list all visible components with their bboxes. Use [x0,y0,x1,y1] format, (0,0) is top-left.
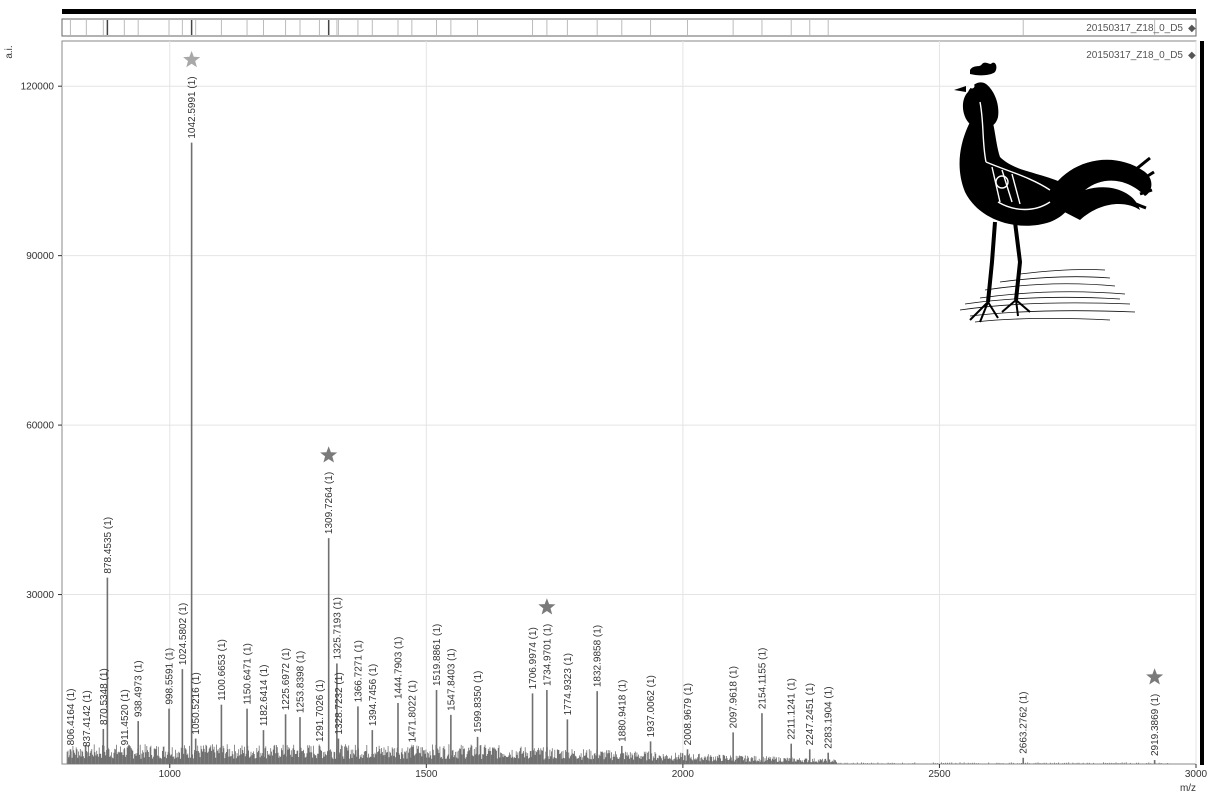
overview-strip: 20150317_Z18_0_D5 ◆ [61,18,1197,37]
x-axis-ticks: 1000 1500 2000 2500 3000 [159,764,1208,780]
peak-label: 2247.2451 (1) [805,683,816,745]
y-tick-label: 60000 [26,421,54,432]
peak-label: 2154.1155 (1) [757,648,768,710]
noise-path [66,744,1170,764]
peak-label: 1444.7903 (1) [393,637,404,699]
peak-label: 1291.7026 (1) [315,680,326,742]
y-tick-label: 30000 [26,590,54,601]
peak-label: 1325.7193 (1) [332,597,343,659]
peak-label: 1706.9974 (1) [528,627,539,689]
peak-label: 2097.9618 (1) [729,666,740,728]
x-tick-label: 2000 [672,769,695,780]
peak-label: 1328.7232 (1) [334,672,345,734]
star-marker-icon [320,446,338,463]
peaks [69,142,1156,764]
x-axis-label: m/z [1180,783,1196,793]
peak-label: 1547.8403 (1) [446,649,457,711]
peak-label: 1394.7456 (1) [368,664,379,726]
overview-sample-label: 20150317_Z18_0_D5 [1086,23,1183,34]
right-frame-bar [1200,41,1204,765]
y-axis-label: a.i. [4,45,15,58]
peak-label: 1832.9858 (1) [593,625,604,687]
y-tick-label: 90000 [26,251,54,262]
peak-label: 911.4520 (1) [120,689,131,745]
peak-label: 998.5591 (1) [165,648,176,705]
y-tick-label: 120000 [21,82,55,93]
overview-ticks [69,20,1156,35]
peak-label: 1182.6414 (1) [259,665,270,727]
peak-label: 2211.1241 (1) [787,678,798,740]
y-axis-ticks: 30000 60000 90000 120000 [21,82,62,601]
peak-label: 2008.9679 (1) [683,683,694,745]
peak-label: 1042.5991 (1) [187,76,198,138]
star-marker-icon [538,598,556,615]
peak-label: 1050.5216 (1) [191,672,202,734]
overview-strip-box [61,18,1197,37]
peak-label: 878.4535 (1) [103,517,114,574]
plot-area [61,40,1197,765]
peak-label: 1100.6653 (1) [217,639,228,701]
peak-label: 1366.7271 (1) [353,640,364,702]
peak-label: 806.4164 (1) [66,689,77,746]
peak-label: 1309.7264 (1) [324,472,335,534]
plot-sample-label: 20150317_Z18_0_D5 [1086,50,1183,61]
peak-label: 837.4142 (1) [82,690,93,747]
ground-hatching-icon [959,269,1136,323]
top-frame-bar [62,9,1196,14]
peak-label: 1599.8350 (1) [473,671,484,733]
peak-label: 1519.8861 (1) [432,624,443,686]
baseline-noise [66,744,1170,764]
rooster-skeleton-icon [979,101,1051,211]
peak-label: 938.4973 (1) [134,660,145,717]
x-tick-label: 1500 [415,769,438,780]
peak-label: 1774.9323 (1) [563,653,574,715]
peak-labels: 806.4164 (1) 837.4142 (1) 870.5348 (1) 878.… [66,76,1161,756]
peak-label: 1150.6471 (1) [243,643,254,705]
rooster-tail-icon [1045,159,1152,220]
rooster-legs-icon [986,221,1023,303]
peak-label: 1734.9701 (1) [542,624,553,686]
x-tick-label: 1000 [159,769,182,780]
x-tick-label: 3000 [1185,769,1208,780]
rooster-illustration [954,62,1155,323]
peak-label: 2283.1904 (1) [824,686,835,748]
plot-sample-marker-icon: ◆ [1188,50,1196,61]
x-tick-label: 2500 [928,769,951,780]
peak-label: 1225.6972 (1) [281,648,292,710]
stars [183,50,1164,685]
overview-sample-marker-icon: ◆ [1188,23,1196,34]
rooster-comb-icon [970,62,997,76]
peak-label: 1880.9418 (1) [617,680,628,742]
peak-label: 2663.2762 (1) [1019,692,1030,754]
grid [62,41,1197,764]
peak-label: 1253.8398 (1) [296,651,307,713]
peak-label: 1024.5802 (1) [178,603,189,665]
peak-label: 2919.3869 (1) [1150,694,1161,756]
peak-label: 1471.8022 (1) [407,680,418,742]
rooster-body-icon [959,107,1073,226]
rooster-beak-icon [954,86,966,92]
peak-label: 870.5348 (1) [99,668,110,725]
peak-label: 1937.0062 (1) [646,675,657,737]
star-marker-icon [1146,668,1164,685]
star-marker-icon [183,50,201,68]
